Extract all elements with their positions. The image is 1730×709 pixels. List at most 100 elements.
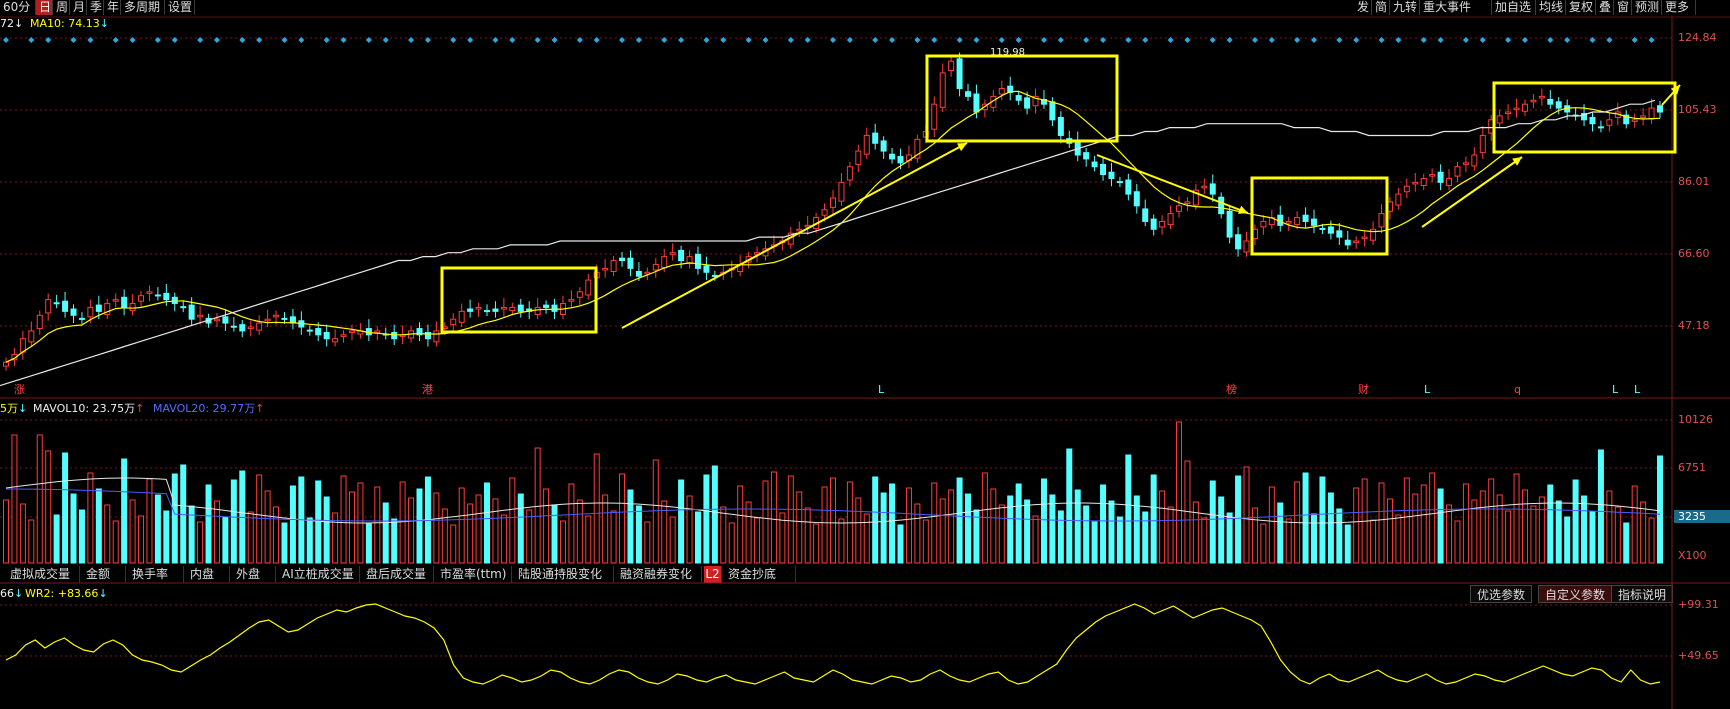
event-diamond-153 [1294, 37, 1301, 43]
volume-bar-51 [433, 492, 440, 564]
volume-bar-166 [1403, 477, 1410, 564]
tab-7[interactable]: 市盈率(ttm) [436, 566, 512, 583]
toolbar-button-1[interactable]: 简 [1372, 0, 1390, 15]
tab-5[interactable]: AI立桩成交量 [278, 566, 360, 583]
event-marker-4[interactable]: 财 [1358, 383, 1369, 396]
event-diamond-145 [1226, 37, 1233, 43]
optimal-params-button[interactable]: 优选参数 [1470, 585, 1533, 603]
period-button-4[interactable]: 季 [87, 0, 104, 15]
event-marker-1[interactable]: 港 [422, 383, 433, 396]
volume-bar-142 [1201, 517, 1208, 564]
event-diamond-110 [931, 37, 938, 43]
event-diamond-135 [1142, 37, 1149, 43]
event-diamond-40 [340, 37, 347, 43]
candle-body-22 [188, 304, 195, 320]
candle-body-132 [1116, 181, 1123, 184]
volume-bar-175 [1479, 490, 1486, 564]
toolbar-button-9[interactable]: 预测 [1632, 0, 1662, 15]
event-marker-7[interactable]: L [1612, 383, 1619, 396]
tab-11[interactable]: 资金抄底 [724, 566, 796, 583]
candle-body-130 [1100, 163, 1107, 176]
event-diamond-118 [998, 37, 1005, 43]
toolbar-button-6[interactable]: 复权 [1566, 0, 1596, 15]
event-diamond-108 [914, 37, 921, 43]
tab-10[interactable]: L2 [704, 566, 722, 583]
candle-body-124 [1049, 101, 1056, 121]
event-diamond-50 [424, 37, 431, 43]
candle-body-25 [213, 318, 220, 322]
tab-6[interactable]: 盘后成交量 [362, 566, 434, 583]
toolbar-button-3[interactable]: 重大事件 [1420, 0, 1492, 15]
volume-bar-8 [70, 493, 77, 564]
volume-bar-165 [1395, 514, 1402, 564]
period-button-6[interactable]: 多周期 [121, 0, 165, 15]
tab-2[interactable]: 换手率 [128, 566, 184, 583]
volume-bar-33 [281, 522, 288, 564]
event-marker-6[interactable]: q [1514, 383, 1521, 396]
event-marker-2[interactable]: L [878, 383, 885, 396]
event-diamond-33 [281, 37, 288, 43]
candle-body-54 [458, 310, 465, 323]
toolbar-button-2[interactable]: 九转 [1390, 0, 1420, 15]
volume-bar-15 [129, 499, 136, 564]
event-marker-5[interactable]: L [1424, 383, 1431, 396]
volume-bar-105 [889, 483, 896, 564]
candle-body-188 [1589, 116, 1596, 125]
candle-body-83 [703, 265, 710, 273]
event-diamond-103 [872, 37, 879, 43]
period-button-0[interactable]: 60分 [0, 0, 36, 15]
candle-body-23 [197, 314, 204, 318]
event-marker-3[interactable]: 榜 [1226, 383, 1237, 396]
candle-body-154 [1302, 214, 1309, 222]
custom-params-button[interactable]: 自定义参数 [1538, 585, 1613, 603]
toolbar-button-5[interactable]: 均线 [1536, 0, 1566, 15]
volume-bar-128 [1083, 505, 1090, 564]
candle-body-173 [1462, 162, 1469, 165]
annotation-arrow-1 [1096, 154, 1249, 214]
volume-bar-26 [222, 516, 229, 564]
toolbar-button-4[interactable]: 加自选 [1492, 0, 1536, 15]
event-diamond-173 [1462, 37, 1469, 43]
candle-body-6 [53, 302, 60, 305]
candle-body-166 [1403, 185, 1410, 193]
period-button-1[interactable]: 日 [36, 0, 53, 15]
toolbar-button-8[interactable]: 窗 [1614, 0, 1632, 15]
tab-8[interactable]: 陆股通持股变化 [514, 566, 614, 583]
annotation-arrowhead-1 [1238, 205, 1248, 214]
candle-body-77 [652, 263, 659, 271]
candle-body-169 [1429, 174, 1436, 177]
candle-body-78 [661, 256, 668, 269]
tab-0[interactable]: 虚拟成交量 [6, 566, 80, 583]
indicator-help-button[interactable]: 指标说明 [1611, 585, 1674, 603]
price-tick-1: 105.43 [1678, 103, 1717, 116]
toolbar-button-0[interactable]: 发 [1354, 0, 1372, 15]
volume-bar-123 [1040, 478, 1047, 564]
wr2-label: WR2: +83.66↓ [25, 587, 108, 600]
candle-body-146 [1235, 234, 1242, 250]
event-diamond-95 [804, 37, 811, 43]
period-button-3[interactable]: 月 [70, 0, 87, 15]
period-button-7[interactable]: 设置 [165, 0, 195, 15]
event-diamond-45 [382, 37, 389, 43]
period-button-5[interactable]: 年 [104, 0, 121, 15]
volume-bar-132 [1116, 516, 1123, 564]
toolbar-button-10[interactable]: 更多 [1662, 0, 1696, 15]
candle-body-101 [855, 150, 862, 165]
candle-body-167 [1412, 181, 1419, 185]
event-marker-0[interactable]: 涨 [14, 383, 25, 396]
toolbar-button-7[interactable]: 叠 [1596, 0, 1614, 15]
volume-bar-121 [1024, 499, 1031, 564]
tab-3[interactable]: 内盘 [186, 566, 230, 583]
tab-9[interactable]: 融资融券变化 [616, 566, 702, 583]
event-diamond-73 [619, 37, 626, 43]
candle-body-134 [1133, 191, 1140, 207]
period-button-2[interactable]: 周 [53, 0, 70, 15]
volume-bar-194 [1640, 501, 1647, 564]
tab-1[interactable]: 金额 [82, 566, 126, 583]
tab-4[interactable]: 外盘 [232, 566, 276, 583]
event-marker-8[interactable]: L [1634, 383, 1641, 396]
volume-bar-135 [1142, 511, 1149, 564]
volume-bar-87 [737, 485, 744, 564]
candle-body-182 [1538, 95, 1545, 99]
